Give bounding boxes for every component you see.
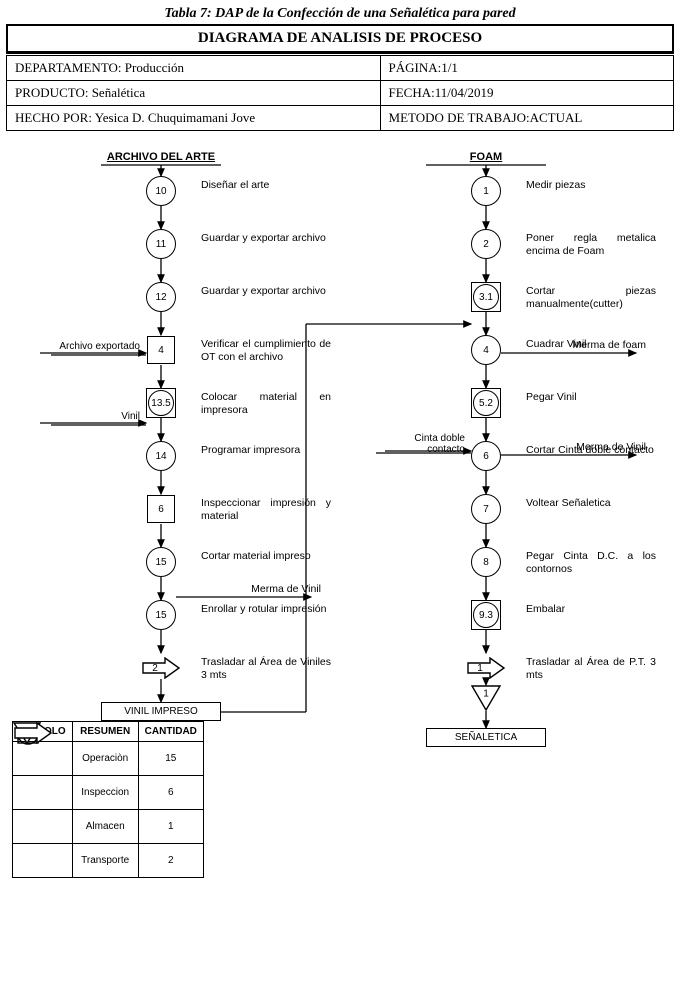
end-box: SEÑALETICA xyxy=(426,728,546,747)
incoming-label: Archivo exportado xyxy=(40,341,140,352)
step-circle: 15 xyxy=(146,600,176,630)
step-transport: 1 xyxy=(466,657,506,679)
step-circle: 6 xyxy=(471,441,501,471)
summary-symbol xyxy=(13,810,73,844)
step-label: Cortar material impreso xyxy=(201,550,331,563)
step-circle: 1 xyxy=(471,176,501,206)
step-circle: 15 xyxy=(146,547,176,577)
flow-canvas: ARCHIVO DEL ARTE10Diseñar el arte11Guard… xyxy=(6,131,674,851)
step-label: Embalar xyxy=(526,603,656,616)
step-label: Medir piezas xyxy=(526,179,656,192)
step-combo: 5.2 xyxy=(471,388,501,418)
step-label: Guardar y exportar archivo xyxy=(201,232,331,245)
step-transport: 2 xyxy=(141,657,181,679)
summary-symbol xyxy=(13,844,73,878)
end-box: VINIL IMPRESO xyxy=(101,702,221,721)
step-circle: 10 xyxy=(146,176,176,206)
summary-table: SIMBOLO RESUMEN CANTIDAD Operaciòn15Insp… xyxy=(12,721,204,878)
info-cell: METODO DE TRABAJO:ACTUAL xyxy=(380,106,673,131)
step-square: 6 xyxy=(147,495,175,523)
svg-text:1: 1 xyxy=(483,689,489,700)
step-label: Poner regla metalica encima de Foam xyxy=(526,232,656,258)
summary-name: Almacen xyxy=(72,810,138,844)
step-circle: 2 xyxy=(471,229,501,259)
column-title: ARCHIVO DEL ARTE xyxy=(91,151,231,163)
step-label: Programar impresora xyxy=(201,444,331,457)
step-combo: 13.5 xyxy=(146,388,176,418)
summary-symbol xyxy=(13,776,73,810)
step-label: Cortar piezas manualmente(cutter) xyxy=(526,285,656,311)
summary-qty: 2 xyxy=(138,844,203,878)
incoming-label: Cinta doble contacto xyxy=(385,433,465,455)
step-label: Trasladar al Área de P.T. 3 mts xyxy=(526,656,656,682)
step-circle: 4 xyxy=(471,335,501,365)
storage-triangle: 1 xyxy=(471,685,501,711)
svg-text:2: 2 xyxy=(152,663,158,674)
step-label: Verificar el cumplimiento de OT con el a… xyxy=(201,338,331,364)
step-label: Guardar y exportar archivo xyxy=(201,285,331,298)
table-caption: Tabla 7: DAP de la Confección de una Señ… xyxy=(6,6,674,22)
info-cell: DEPARTAMENTO: Producción xyxy=(7,56,381,81)
svg-text:1: 1 xyxy=(477,663,483,674)
summary-qty: 15 xyxy=(138,742,203,776)
step-label: Pegar Vinil xyxy=(526,391,656,404)
info-cell: FECHA:11/04/2019 xyxy=(380,81,673,106)
info-cell: PÁGINA:1/1 xyxy=(380,56,673,81)
step-combo: 3.1 xyxy=(471,282,501,312)
column-title: FOAM xyxy=(416,151,556,163)
step-label: Trasladar al Área de Viniles 3 mts xyxy=(201,656,331,682)
info-table: DEPARTAMENTO: Producción PÁGINA:1/1 PROD… xyxy=(6,55,674,131)
summary-name: Transporte xyxy=(72,844,138,878)
summary-qty: 1 xyxy=(138,810,203,844)
waste-label: Merma de Vinil xyxy=(221,583,321,596)
summary-symbol xyxy=(13,742,73,776)
step-circle: 7 xyxy=(471,494,501,524)
incoming-label: Vinil xyxy=(40,411,140,422)
step-circle: 12 xyxy=(146,282,176,312)
step-circle: 14 xyxy=(146,441,176,471)
step-square: 4 xyxy=(147,336,175,364)
step-circle: 8 xyxy=(471,547,501,577)
step-label: Pegar Cinta D.C. a los contornos xyxy=(526,550,656,576)
step-combo: 9.3 xyxy=(471,600,501,630)
info-cell: HECHO POR: Yesica D. Chuquimamani Jove xyxy=(7,106,381,131)
step-circle: 11 xyxy=(146,229,176,259)
step-label: Diseñar el arte xyxy=(201,179,331,192)
summary-name: Inspeccion xyxy=(72,776,138,810)
step-label: Voltear Señaletica xyxy=(526,497,656,510)
diagram-title: DIAGRAMA DE ANALISIS DE PROCESO xyxy=(6,24,674,54)
summary-header: CANTIDAD xyxy=(138,722,203,742)
summary-qty: 6 xyxy=(138,776,203,810)
step-label: Enrollar y rotular impresión xyxy=(201,603,331,616)
summary-name: Operaciòn xyxy=(72,742,138,776)
waste-label: Merma de Vinil xyxy=(546,441,646,454)
waste-label: Merma de foam xyxy=(546,339,646,352)
summary-header: RESUMEN xyxy=(72,722,138,742)
info-cell: PRODUCTO: Señalética xyxy=(7,81,381,106)
step-label: Colocar material en impresora xyxy=(201,391,331,417)
step-label: Inspeccionar impresión y material xyxy=(201,497,331,523)
